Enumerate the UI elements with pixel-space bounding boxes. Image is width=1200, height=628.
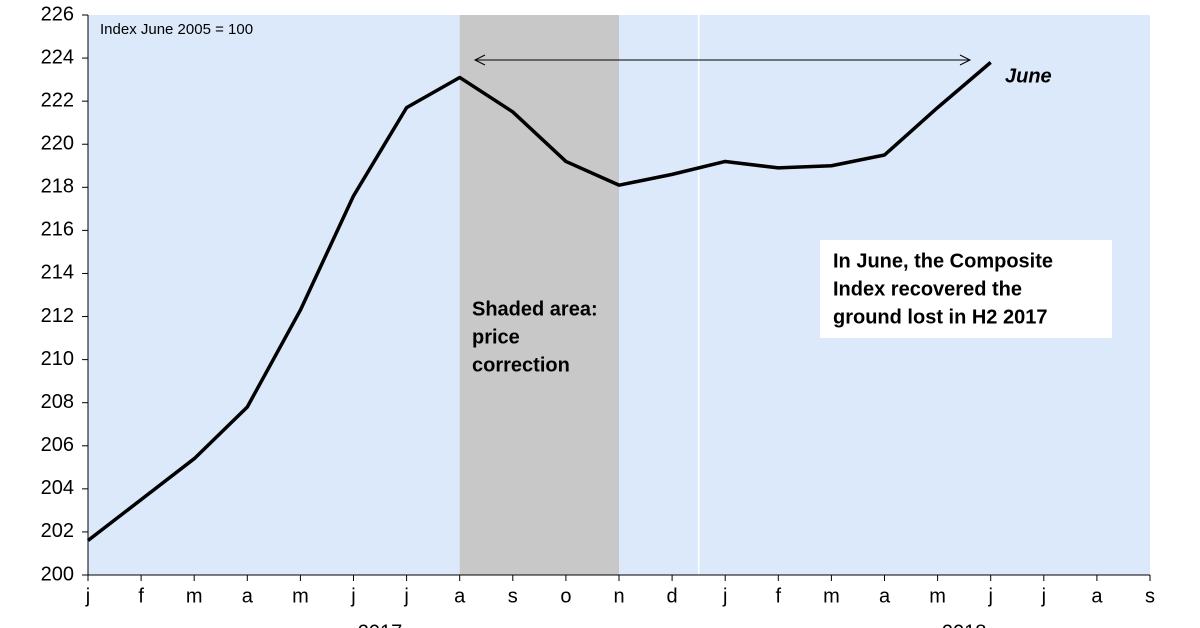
y-tick-label: 220 [41, 133, 74, 155]
arrow-head [959, 54, 972, 66]
x-tick-label: d [667, 585, 678, 607]
y-tick-label: 226 [41, 3, 74, 25]
x-tick-label: j [85, 585, 90, 607]
x-tick-label: a [879, 585, 891, 607]
x-tick-label: m [929, 585, 946, 607]
y-tick-label: 214 [41, 262, 74, 284]
shaded-area [459, 15, 619, 575]
x-tick-label: o [560, 585, 571, 607]
year-label: 2017 [358, 621, 403, 628]
x-tick-label: f [138, 585, 144, 607]
x-tick-label: j [403, 585, 408, 607]
x-tick-label: j [1041, 585, 1046, 607]
y-tick-label: 222 [41, 89, 74, 111]
y-tick-label: 204 [41, 477, 74, 499]
y-tick-label: 212 [41, 305, 74, 327]
x-tick-label: n [613, 585, 624, 607]
annotation: Shaded area: [472, 298, 598, 320]
y-tick-label: 200 [41, 563, 74, 585]
x-tick-label: s [508, 585, 518, 607]
x-tick-label: j [987, 585, 992, 607]
x-tick-label: a [1091, 585, 1103, 607]
x-tick-label: j [722, 585, 727, 607]
x-tick-label: a [454, 585, 466, 607]
x-tick-label: f [776, 585, 782, 607]
end-label: June [1005, 65, 1052, 87]
year-label: 2018 [942, 621, 987, 628]
y-tick-label: 208 [41, 391, 74, 413]
arrow-head [473, 54, 486, 66]
y-tick-label: 218 [41, 176, 74, 198]
annotation: ground lost in H2 2017 [833, 306, 1047, 328]
x-tick-label: m [292, 585, 309, 607]
annotation: correction [472, 354, 570, 376]
line [86, 61, 992, 542]
x-tick-label: j [350, 585, 355, 607]
x-tick-label: m [186, 585, 203, 607]
x-tick-label: s [1145, 585, 1155, 607]
annotation: In June, the Composite [833, 250, 1053, 272]
y-tick-label: 202 [41, 520, 74, 542]
annotation: price [472, 326, 520, 348]
y-tick-label: 216 [41, 219, 74, 241]
y-tick-label: 224 [41, 46, 74, 68]
annotation-box [820, 240, 1112, 338]
x-tick-label: m [823, 585, 840, 607]
y-tick-label: 206 [41, 434, 74, 456]
y-tick-label: 210 [41, 348, 74, 370]
x-tick-label: a [242, 585, 254, 607]
subtitle: Index June 2005 = 100 [100, 21, 253, 38]
annotation: Index recovered the [833, 278, 1022, 300]
